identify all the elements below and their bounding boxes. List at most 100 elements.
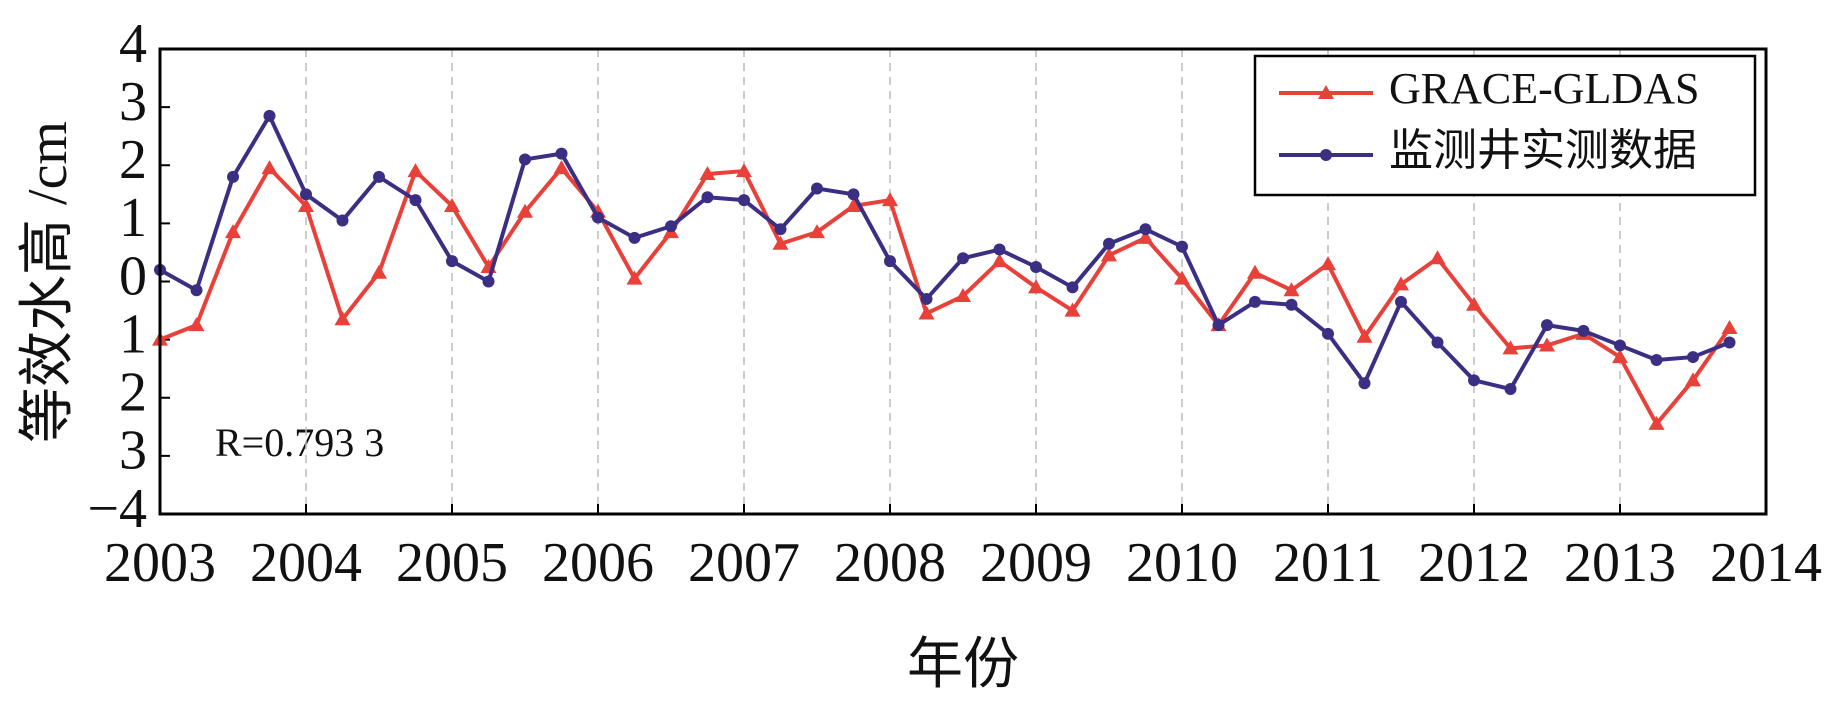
marker [1614,339,1626,352]
marker [1176,240,1188,253]
y-axis-label: 等效水高 /cm [17,121,79,443]
marker [188,317,205,332]
x-tick-label: 2005 [396,532,508,594]
marker [1612,349,1628,364]
y-tick-label: 3 [119,420,147,482]
y-tick-label: 1 [119,187,147,249]
marker [1356,328,1373,343]
x-tick-label: 2011 [1273,532,1383,594]
plot-frame [158,47,1768,516]
marker [1650,353,1663,366]
marker [592,211,604,224]
marker [1393,276,1409,291]
y-tick-label: 2 [119,129,147,191]
marker [334,311,351,326]
marker [1504,383,1517,396]
marker [1318,85,1334,99]
x-tick-label: 2007 [688,532,800,594]
marker [261,160,278,175]
marker [665,220,677,233]
x-tick-label: 2013 [1564,532,1676,594]
marker [1320,256,1336,271]
marker [1028,279,1044,294]
annotation: R=0.793 3 [215,420,384,465]
series-line [159,113,1731,392]
marker [190,284,203,297]
marker [736,163,752,178]
x-tick-label: 2009 [980,532,1092,594]
marker [517,203,533,218]
marker [1249,295,1261,308]
x-tick-label: 2014 [1710,532,1822,594]
marker [1212,319,1225,332]
x-tick-label: 2010 [1126,532,1238,594]
marker [809,224,825,239]
legend-label: GRACE-GLDAS [1389,64,1699,113]
marker [738,194,750,207]
marker [227,170,239,183]
marker [482,275,495,288]
marker [1137,229,1154,244]
marker [298,197,314,212]
x-tick-label: 2006 [542,532,654,594]
marker [882,192,898,207]
y-tick-label: 2 [119,362,147,424]
marker [1066,281,1079,294]
marker [300,188,312,201]
y-tick-label: 0 [119,245,147,307]
marker [628,231,641,244]
marker [1648,415,1665,430]
marker [1541,319,1553,332]
y-tick-label: 4 [119,13,147,75]
marker [1502,340,1519,355]
marker [444,197,460,212]
marker [957,252,969,265]
marker [811,182,823,195]
marker [373,170,385,183]
marker [1723,336,1736,349]
marker [336,214,349,227]
marker [1030,260,1042,273]
marker [845,197,862,212]
x-tick-label: 2003 [104,532,216,594]
marker [409,194,422,207]
marker [1283,282,1300,297]
marker [1687,351,1699,364]
marker [1101,247,1117,262]
marker [555,147,568,160]
marker [1103,237,1115,250]
y-tick-label: 3 [119,71,147,133]
marker [1064,302,1081,317]
marker [553,160,570,175]
marker [1539,337,1555,352]
marker [993,243,1006,256]
marker [263,109,276,122]
marker [772,235,789,250]
legend-box [1253,54,1757,197]
marker [1577,324,1590,337]
y-tick-label: −4 [87,478,147,540]
marker [1429,250,1446,265]
marker [920,292,933,305]
marker [225,224,241,239]
marker [847,188,860,201]
marker [701,191,714,204]
y-tick-label: 1 [119,303,147,365]
marker [699,165,716,180]
marker [1431,336,1444,349]
marker [1174,270,1190,285]
marker [1395,295,1407,308]
x-tick-label: 2008 [834,532,946,594]
marker [1247,264,1263,279]
legend-label: 监测井实测数据 [1389,126,1697,175]
marker [626,270,643,285]
marker [519,153,531,166]
marker [1139,223,1152,236]
marker [1466,296,1482,311]
marker [407,163,424,178]
marker [1721,320,1738,334]
marker [1685,372,1701,387]
x-tick-label: 2012 [1418,532,1530,594]
marker [918,305,935,320]
marker [1322,327,1334,340]
